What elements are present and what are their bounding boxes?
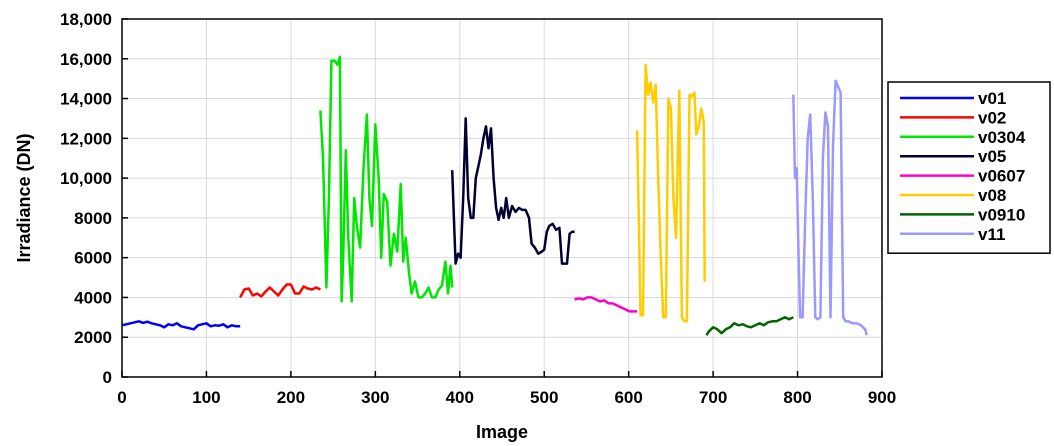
series-line-v05: [450, 117, 575, 265]
y-tick-label: 6000: [74, 249, 112, 268]
y-tick-label: 10,000: [60, 169, 112, 188]
x-tick-label: 700: [699, 388, 727, 407]
legend-label-v0607: v0607: [978, 167, 1025, 186]
x-tick-label: 500: [530, 388, 558, 407]
x-axis-title: Image: [476, 422, 528, 442]
plot-area: [121, 18, 883, 378]
y-tick-label: 0: [103, 368, 112, 387]
legend-label-v11: v11: [978, 225, 1005, 244]
x-tick-label: 400: [446, 388, 474, 407]
series-line-v08: [635, 63, 706, 323]
y-tick-label: 2000: [74, 328, 112, 347]
series-line-v0910: [705, 316, 794, 336]
x-tick-label: 600: [614, 388, 642, 407]
y-tick-label: 18,000: [60, 10, 112, 29]
legend-label-v08: v08: [978, 186, 1006, 205]
series-lines: [121, 55, 869, 336]
y-axis-title: Irradiance (DN): [14, 133, 34, 262]
legend-label-v0910: v0910: [978, 205, 1025, 224]
legend-label-v05: v05: [978, 147, 1006, 166]
x-tick-label: 300: [361, 388, 389, 407]
x-axis-ticks: 0 100 200 300 400 500 600 700 800 900: [117, 371, 896, 407]
legend-label-v0304: v0304: [978, 128, 1026, 147]
series-line-v01: [121, 320, 241, 331]
series-line-v11: [792, 79, 869, 336]
series-line-v0304: [319, 55, 454, 303]
legend-label-v02: v02: [978, 108, 1006, 127]
legend-box: [887, 81, 1051, 254]
x-tick-label: 100: [192, 388, 220, 407]
x-tick-label: 0: [117, 388, 126, 407]
x-tick-label: 800: [783, 388, 811, 407]
y-axis-ticks: 0 2000 4000 6000 8000 10,000 12,000 14,000 16,00…: [60, 10, 128, 387]
y-tick-label: 14,000: [60, 90, 112, 109]
series-line-v0607: [574, 296, 638, 313]
series-line-v02: [239, 283, 321, 298]
y-tick-label: 16,000: [60, 50, 112, 69]
y-tick-label: 4000: [74, 288, 112, 307]
x-tick-label: 200: [277, 388, 305, 407]
y-tick-label: 8000: [74, 209, 112, 228]
legend-label-v01: v01: [978, 89, 1006, 108]
x-tick-label: 900: [868, 388, 896, 407]
y-tick-label: 12,000: [60, 129, 112, 148]
grid: [122, 19, 882, 377]
